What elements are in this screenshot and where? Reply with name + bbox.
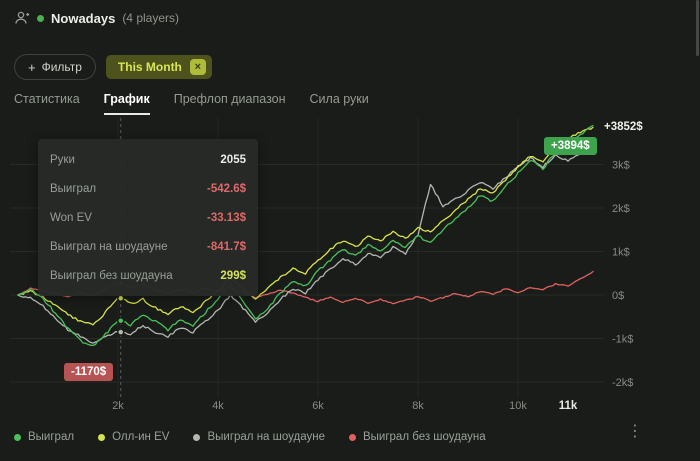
svg-text:11k: 11k	[559, 400, 578, 412]
tab-statistics[interactable]: Статистика	[14, 92, 80, 106]
tab-preflop-range[interactable]: Префлоп диапазон	[173, 92, 286, 106]
add-filter-label: Фильтр	[41, 60, 82, 74]
svg-text:-1k$: -1k$	[612, 334, 633, 346]
tooltip-row-won-showdown: Выиграл на шоудауне -841.7$	[50, 240, 246, 253]
chart-legend: Выиграл Олл-ин EV Выиграл на шоудауне Вы…	[14, 431, 486, 443]
svg-text:10k: 10k	[509, 400, 527, 412]
add-filter-button[interactable]: + Фильтр	[14, 54, 96, 80]
svg-text:2k$: 2k$	[612, 203, 630, 215]
won-showdown-series-dot-icon	[193, 433, 201, 441]
online-dot	[37, 14, 44, 22]
allin-ev-series-dot-icon	[98, 433, 106, 441]
svg-text:6k: 6k	[312, 400, 324, 412]
tabs: Статистика График Префлоп диапазон Сила …	[14, 92, 369, 115]
legend-item-allin-ev[interactable]: Олл-ин EV	[98, 431, 169, 443]
legend-item-won-nonshowdown[interactable]: Выиграл без шоудауна	[348, 431, 486, 443]
svg-text:4k: 4k	[212, 400, 224, 412]
tab-graph[interactable]: График	[103, 92, 150, 115]
player-count: (4 players)	[122, 11, 179, 25]
svg-text:-2k$: -2k$	[612, 377, 633, 389]
plus-icon: +	[28, 59, 36, 75]
more-options-icon[interactable]: ⋮	[627, 423, 643, 440]
won-series-dot-icon	[14, 433, 21, 441]
chip-close-icon[interactable]: ×	[189, 59, 206, 75]
won-nonshowdown-series-dot-icon	[348, 433, 356, 441]
tooltip-row-hands: Руки 2055	[50, 153, 246, 166]
tooltip-row-won-nonshowdown: Выиграл без шоудауна 299$	[50, 269, 246, 282]
min-value-badge: -1170$	[64, 363, 114, 381]
svg-text:0$: 0$	[612, 290, 624, 302]
chart-max-label: +3852$	[604, 121, 643, 133]
legend-item-won[interactable]: Выиграл	[14, 431, 74, 443]
svg-text:8k: 8k	[412, 400, 424, 412]
chip-label: This Month	[117, 60, 182, 74]
player-name: Nowadays	[51, 10, 116, 26]
tooltip-row-won-ev: Won EV -33.13$	[50, 211, 246, 224]
filter-chip-this-month[interactable]: This Month ×	[105, 55, 212, 79]
tab-hand-strength[interactable]: Сила руки	[309, 92, 369, 106]
tooltip-row-won: Выиграл -542.6$	[50, 182, 246, 195]
chart-tooltip: Руки 2055 Выиграл -542.6$ Won EV -33.13$…	[38, 139, 258, 296]
players-icon[interactable]	[14, 10, 30, 26]
legend-item-won-showdown[interactable]: Выиграл на шоудауне	[193, 431, 325, 443]
svg-text:3k$: 3k$	[612, 160, 630, 172]
topbar: Nowadays (4 players)	[14, 10, 179, 26]
svg-text:1k$: 1k$	[612, 247, 630, 259]
scrollbar-thumb[interactable]	[696, 0, 699, 56]
filter-row: + Фильтр This Month ×	[14, 54, 212, 80]
svg-text:2k: 2k	[112, 400, 124, 412]
final-value-badge: +3894$	[544, 137, 597, 155]
